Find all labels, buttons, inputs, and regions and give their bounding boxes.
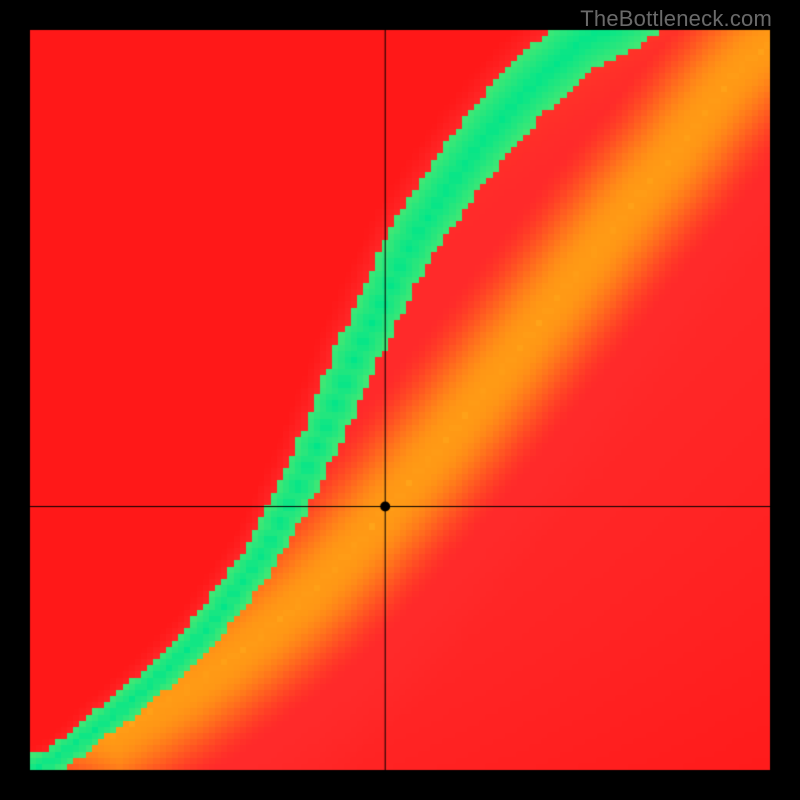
watermark-text: TheBottleneck.com <box>580 6 772 32</box>
bottleneck-heatmap <box>0 0 800 800</box>
